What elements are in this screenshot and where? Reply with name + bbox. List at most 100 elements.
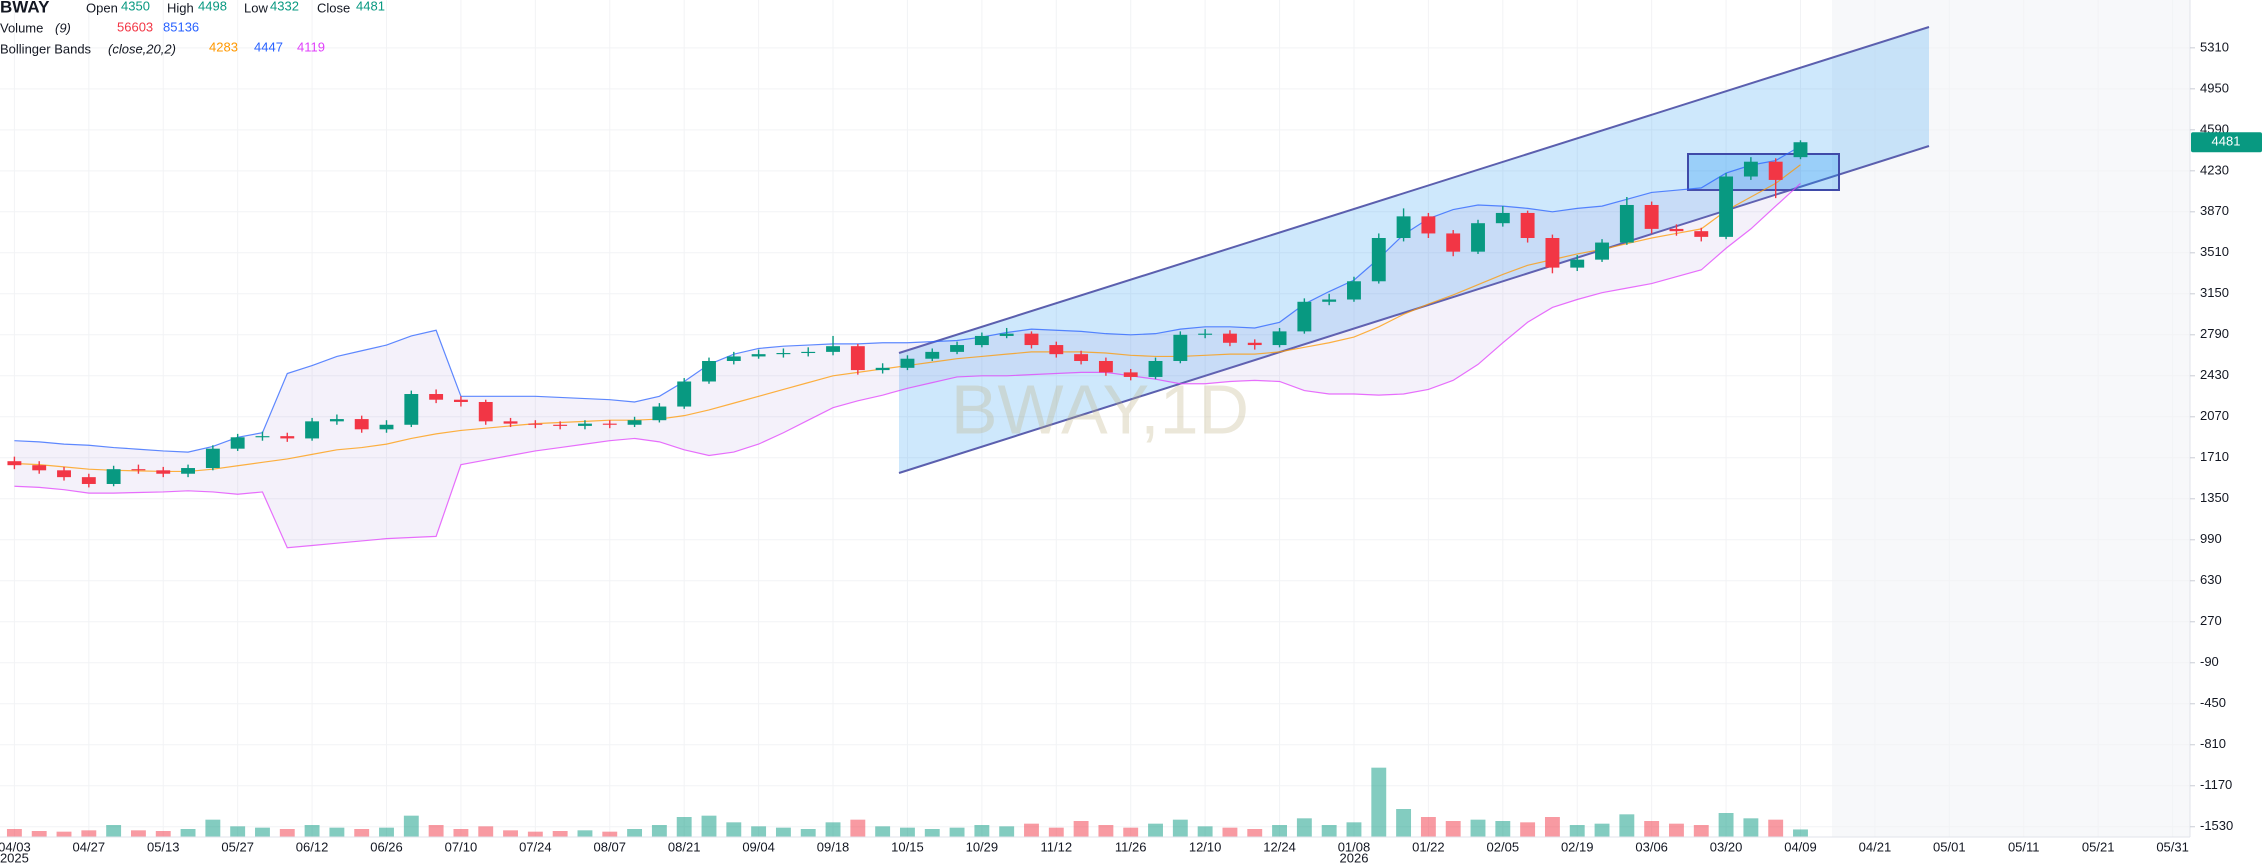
volume-bar <box>875 826 891 837</box>
candle-body <box>453 399 468 402</box>
volume-bar <box>974 825 990 837</box>
volume-bar <box>999 826 1015 837</box>
y-tick-label: 5310 <box>2200 39 2229 54</box>
x-tick-label: 04/21 <box>1859 839 1892 854</box>
volume-bar <box>1098 825 1114 837</box>
volume-bar <box>1048 827 1064 837</box>
volume-params: (9) <box>55 20 71 35</box>
x-tick-label: 11/26 <box>1115 839 1147 854</box>
x-tick-label: 07/10 <box>445 839 478 854</box>
volume-bar <box>751 826 767 837</box>
bb-params: (close,20,2) <box>108 41 176 56</box>
volume-bar <box>1470 819 1486 837</box>
y-tick-label: 2430 <box>2200 367 2229 382</box>
candle-body <box>1396 216 1411 239</box>
volume-label: Volume <box>0 20 43 35</box>
candle-body <box>32 465 47 471</box>
volume-bar <box>453 829 469 837</box>
candle-body <box>602 423 617 425</box>
volume-bar <box>602 831 618 837</box>
volume-bar <box>81 830 97 837</box>
volume-bar <box>800 829 816 837</box>
candle-body <box>429 394 444 400</box>
candle-body <box>950 345 965 352</box>
bb-label: Bollinger Bands <box>0 41 92 56</box>
volume-bar <box>552 831 568 837</box>
volume-bar <box>6 829 22 837</box>
candle-body <box>1446 233 1461 252</box>
candle-body <box>1222 333 1237 343</box>
candle-body <box>404 394 419 425</box>
x-tick-label: 05/11 <box>2008 839 2040 854</box>
volume-bar <box>56 831 72 837</box>
candle-body <box>850 346 865 371</box>
candle-body <box>1272 331 1287 346</box>
volume-bar <box>1073 821 1089 837</box>
high-label: High <box>167 0 194 15</box>
future-area <box>1832 0 2190 837</box>
candle-body <box>81 477 96 484</box>
volume-bar <box>428 825 444 837</box>
candle-body <box>1297 301 1312 332</box>
y-tick-label: -1530 <box>2200 818 2233 833</box>
volume-bar <box>949 827 965 837</box>
volume-bar <box>627 829 643 837</box>
x-tick-label: 06/26 <box>370 839 403 854</box>
volume-bar <box>1172 819 1188 837</box>
y-tick-label: 990 <box>2200 531 2222 546</box>
x-tick-label: 08/07 <box>593 839 626 854</box>
volume-bar <box>403 815 419 837</box>
candle-body <box>875 367 890 371</box>
x-tick-label: 05/13 <box>147 839 180 854</box>
volume-bar <box>1619 814 1635 837</box>
plot <box>6 140 1808 837</box>
volume-bar <box>1247 829 1263 837</box>
candle-body <box>776 353 791 355</box>
volume-bar <box>31 831 47 837</box>
volume-bar <box>1346 822 1362 837</box>
candle-body <box>925 351 940 359</box>
volume-bar <box>130 830 146 837</box>
volume-bar <box>1197 826 1213 837</box>
x-tick-label: 10/15 <box>891 839 924 854</box>
candle-body <box>1198 333 1213 335</box>
volume-bar <box>1768 819 1784 837</box>
candle-body <box>999 333 1014 336</box>
bb-middle-value: 4283 <box>209 39 238 54</box>
bb-lower <box>14 183 1801 549</box>
x-tick-label: 01/22 <box>1412 839 1445 854</box>
volume-bar <box>1396 809 1412 837</box>
volume-bar <box>825 822 841 837</box>
volume-bar <box>304 825 320 837</box>
y-tick-label: 4230 <box>2200 162 2229 177</box>
close-value: 4481 <box>356 0 385 13</box>
volume-bar <box>651 825 667 837</box>
candle-body <box>478 401 493 422</box>
candle-body <box>652 406 667 421</box>
high-value: 4498 <box>198 0 227 13</box>
volume-bar <box>1123 827 1139 837</box>
candle-body <box>329 419 344 422</box>
channel-upper <box>898 26 1930 354</box>
x-tick-label: 04/09 <box>1784 839 1817 854</box>
candle-body <box>677 381 692 407</box>
price-tag-label: 4481 <box>2212 134 2241 149</box>
volume-bar <box>329 827 345 837</box>
x-tick-label: 12/24 <box>1263 839 1296 854</box>
volume-bar <box>1644 821 1660 837</box>
candle-body <box>1322 299 1337 302</box>
y-tick-label: 270 <box>2200 613 2222 628</box>
candle-body <box>1123 372 1138 377</box>
candle-body <box>528 423 543 425</box>
candle-body <box>1247 342 1262 346</box>
candle-body <box>1421 216 1436 234</box>
volume-bar <box>1718 813 1734 837</box>
volume-bar <box>775 827 791 837</box>
volume-bar <box>1024 823 1039 837</box>
candle-body <box>1495 212 1510 224</box>
candle-body <box>181 468 195 474</box>
volume-bar <box>1495 821 1511 837</box>
candle-body <box>230 437 245 449</box>
candle-body <box>1669 228 1684 232</box>
candle-body <box>1520 212 1535 239</box>
